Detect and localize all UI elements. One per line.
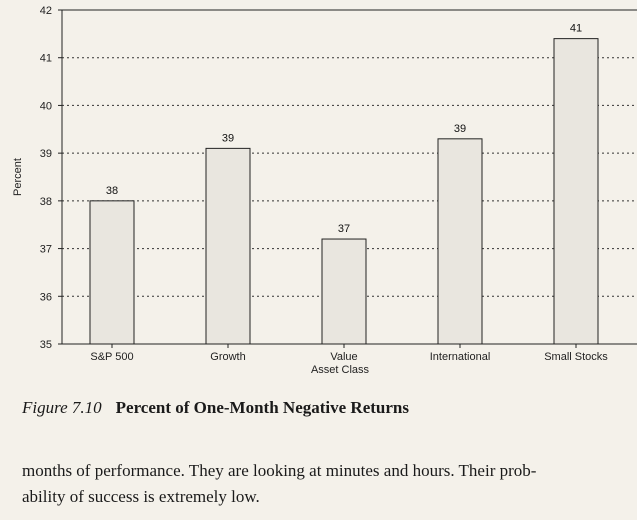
gridlines [58, 9, 637, 345]
category-label: Value [330, 351, 357, 363]
body-paragraph: months of performance. They are looking … [22, 458, 634, 510]
bar [553, 38, 599, 345]
data-label: 41 [570, 23, 582, 35]
y-tick-label: 36 [40, 291, 52, 303]
data-label: 39 [454, 123, 466, 135]
data-label: 37 [338, 223, 350, 235]
y-tick-label: 37 [40, 244, 52, 256]
y-tick-label: 39 [40, 148, 52, 160]
y-tick-label: 41 [40, 53, 52, 65]
axes [61, 9, 637, 345]
category-label: S&P 500 [90, 351, 133, 363]
figure-caption: Figure 7.10 Percent of One-Month Negative… [22, 398, 622, 418]
x-tick-labels: S&P 500 Growth Value International Small Sto… [90, 351, 608, 363]
y-tick-label: 40 [40, 100, 52, 112]
y-tick-label: 42 [40, 5, 52, 17]
bars [89, 38, 599, 348]
y-tick-labels: 35 36 37 38 39 40 41 42 [40, 5, 52, 351]
data-label: 39 [222, 132, 234, 144]
data-label: 38 [106, 185, 118, 197]
y-tick-label: 38 [40, 196, 52, 208]
data-labels: 38 39 37 39 41 [106, 23, 582, 235]
category-label: International [430, 351, 491, 363]
bar-chart: 35 36 37 38 39 40 41 42 S&P 500 Growth Value Inter… [12, 5, 637, 376]
y-axis-title: Percent [12, 158, 24, 196]
body-line-1: months of performance. They are looking … [22, 461, 537, 480]
bar [89, 200, 135, 345]
bar [437, 138, 483, 345]
body-line-2: ability of success is extremely low. [22, 487, 260, 506]
bar [321, 238, 367, 345]
bar [205, 147, 251, 345]
figure-title: Percent of One-Month Negative Returns [115, 398, 409, 417]
x-axis-title: Asset Class [311, 364, 370, 376]
category-label: Small Stocks [544, 351, 608, 363]
figure-number: Figure 7.10 [22, 398, 102, 417]
y-tick-label: 35 [40, 339, 52, 351]
category-label: Growth [210, 351, 245, 363]
